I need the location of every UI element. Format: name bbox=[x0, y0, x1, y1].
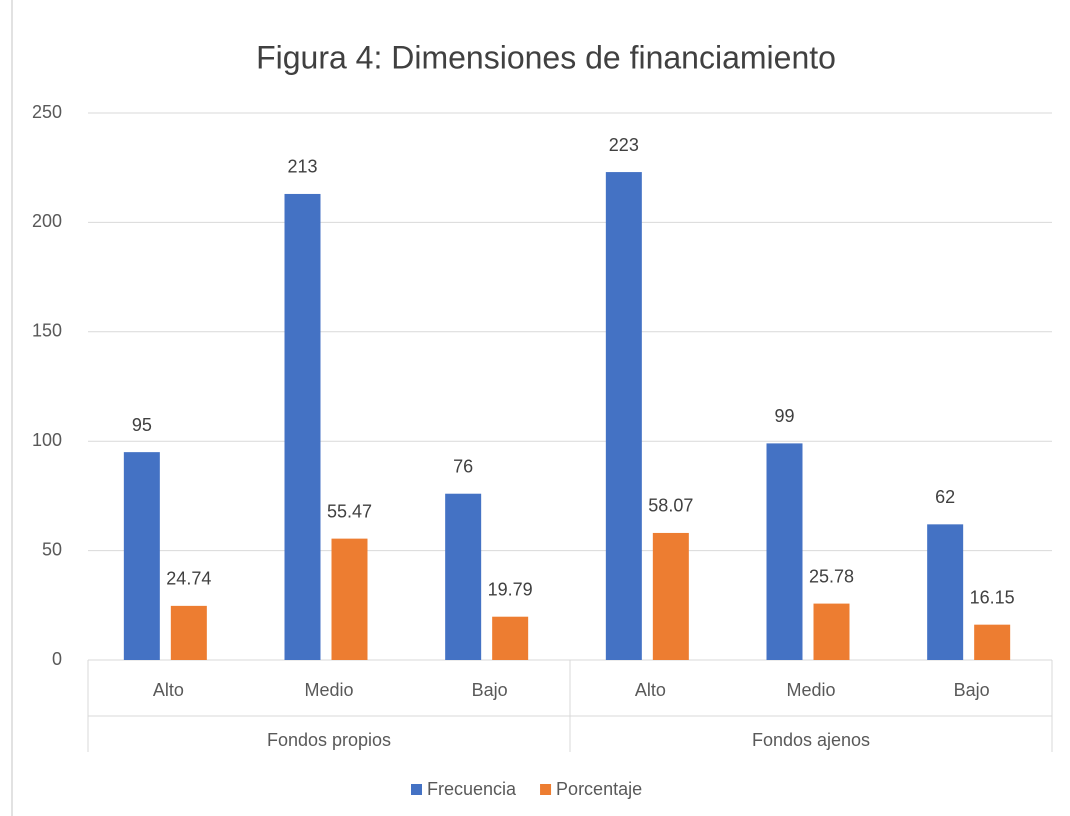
x-tick-label: Medio bbox=[786, 680, 835, 700]
y-tick-label: 250 bbox=[32, 102, 62, 122]
data-label: 95 bbox=[132, 415, 152, 435]
data-label: 16.15 bbox=[970, 587, 1015, 607]
x-tick-label: Bajo bbox=[954, 680, 990, 700]
y-tick-label: 150 bbox=[32, 321, 62, 341]
bar bbox=[331, 538, 368, 660]
bar bbox=[123, 452, 160, 660]
bar bbox=[492, 616, 529, 660]
bar bbox=[813, 603, 850, 660]
legend-swatch bbox=[540, 784, 552, 795]
y-tick-label: 50 bbox=[42, 539, 62, 559]
bar bbox=[927, 524, 964, 660]
data-label: 76 bbox=[453, 456, 473, 476]
bar bbox=[170, 605, 207, 660]
data-label: 62 bbox=[935, 487, 955, 507]
group-label: Fondos ajenos bbox=[752, 730, 870, 750]
data-label: 24.74 bbox=[166, 569, 211, 589]
x-tick-label: Alto bbox=[635, 680, 666, 700]
data-label: 25.78 bbox=[809, 566, 854, 586]
data-label: 19.79 bbox=[488, 579, 533, 599]
data-label: 55.47 bbox=[327, 501, 372, 521]
chart-title: Figura 4: Dimensiones de financiamiento bbox=[256, 39, 836, 75]
bar bbox=[766, 443, 803, 660]
data-label: 213 bbox=[287, 157, 317, 177]
data-label: 99 bbox=[774, 406, 794, 426]
x-tick-label: Alto bbox=[153, 680, 184, 700]
group-label: Fondos propios bbox=[267, 730, 391, 750]
data-label: 223 bbox=[609, 135, 639, 155]
x-tick-label: Bajo bbox=[472, 680, 508, 700]
y-tick-label: 100 bbox=[32, 430, 62, 450]
bar bbox=[445, 493, 482, 660]
y-tick-label: 200 bbox=[32, 211, 62, 231]
bar bbox=[652, 532, 689, 660]
y-tick-label: 0 bbox=[52, 649, 62, 669]
legend-label: Frecuencia bbox=[427, 779, 517, 799]
bar bbox=[284, 193, 321, 660]
bar bbox=[974, 624, 1011, 660]
legend-swatch bbox=[411, 784, 422, 795]
data-label: 58.07 bbox=[648, 496, 693, 516]
x-tick-label: Medio bbox=[304, 680, 353, 700]
legend-label: Porcentaje bbox=[556, 779, 642, 799]
bar bbox=[605, 172, 642, 661]
